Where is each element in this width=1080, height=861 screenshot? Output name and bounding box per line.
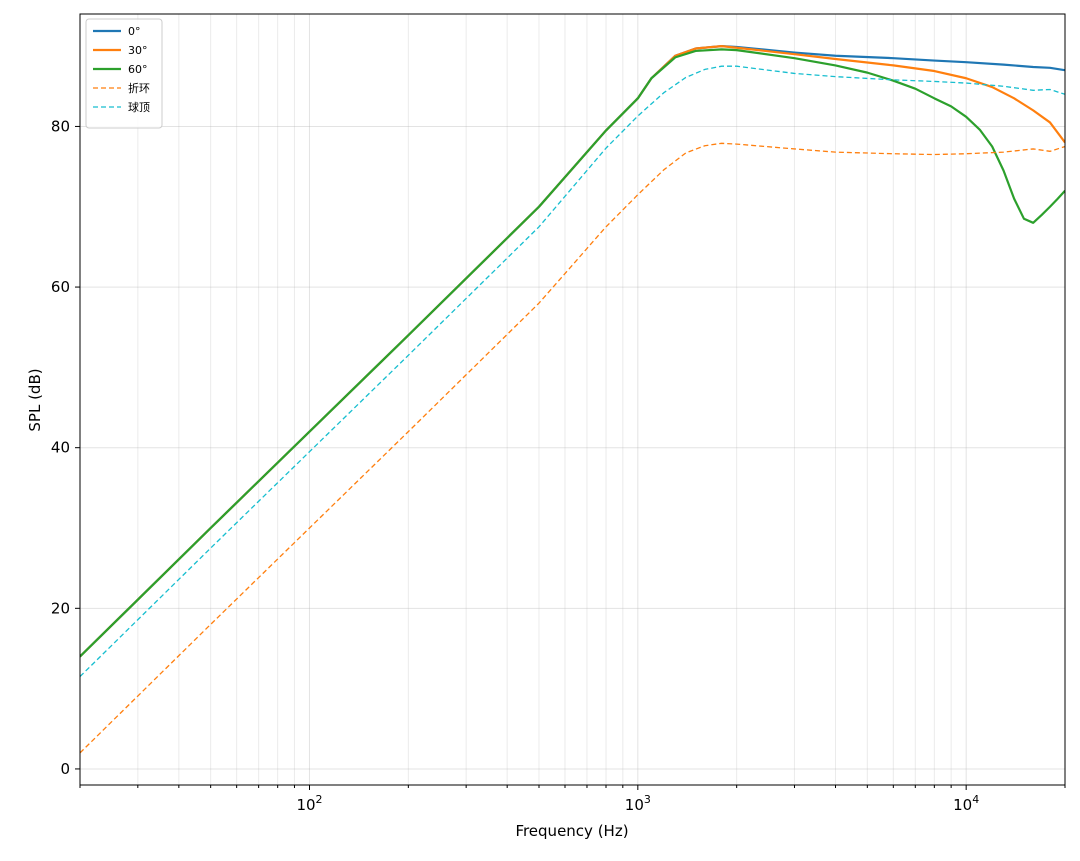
legend-label: 0° <box>128 25 141 38</box>
legend-label: 60° <box>128 63 148 76</box>
x-tick-label: 104 <box>953 793 979 814</box>
y-tick-label: 0 <box>60 760 70 778</box>
x-tick-label: 103 <box>625 793 651 814</box>
legend-label: 球顶 <box>128 100 150 114</box>
legend-label: 折环 <box>128 81 150 95</box>
series-line-2 <box>80 48 1065 658</box>
y-tick-label: 20 <box>51 599 70 617</box>
legend-box <box>85 18 163 129</box>
x-tick-label: 102 <box>296 793 322 814</box>
y-tick-label: 40 <box>51 439 70 457</box>
grid <box>79 14 1066 785</box>
series-line-3 <box>80 142 1065 754</box>
ticks: 0 20 40 60 80 102 103 104 <box>51 117 1066 814</box>
x-axis-label: Frequency (Hz) <box>515 822 628 840</box>
series-line-4 <box>80 65 1065 678</box>
y-tick-label: 60 <box>51 278 70 296</box>
y-tick-label: 80 <box>51 117 70 135</box>
series-layer <box>80 45 1065 754</box>
legend-label: 30° <box>128 44 148 57</box>
y-axis-label: SPL (dB) <box>26 368 44 431</box>
plot-frame <box>79 13 1066 786</box>
